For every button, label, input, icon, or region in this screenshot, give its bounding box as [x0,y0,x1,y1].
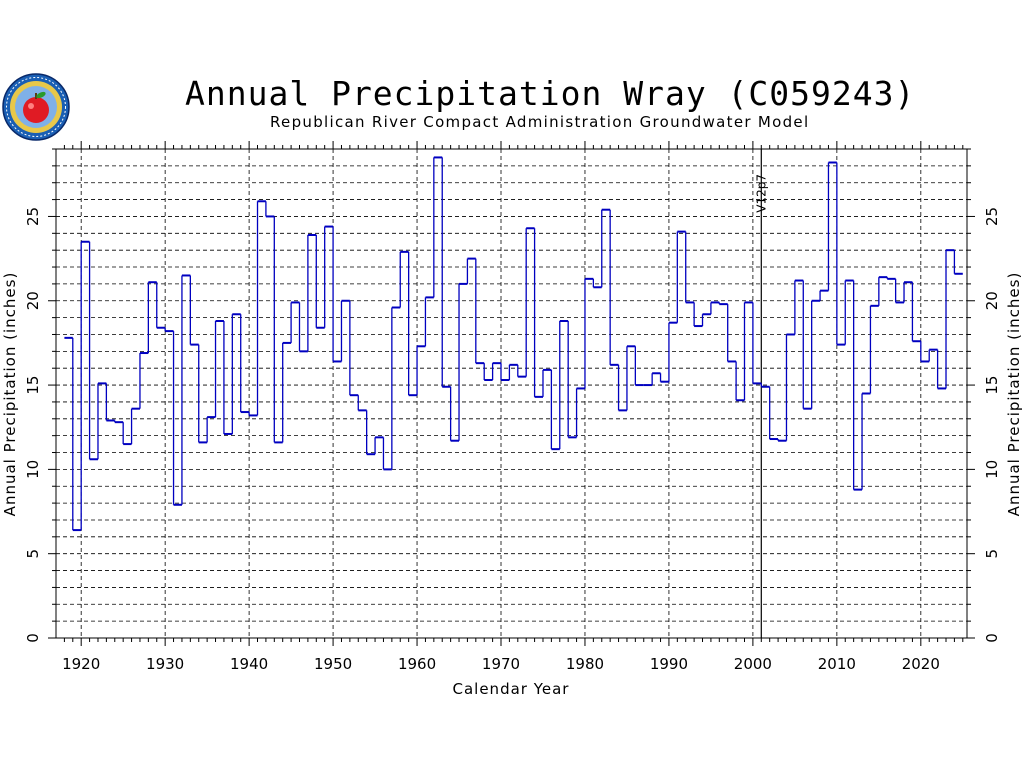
y-tick-label-left: 5 [24,549,42,559]
y-tick-label-left: 25 [24,207,42,226]
y-tick-label-left: 0 [24,633,42,643]
x-tick-label: 1960 [398,655,436,673]
grid-lines [56,149,967,638]
x-tick-labels: 1920 1930 1940 1950 1960 1970 1980 1990 2000 2010… [62,655,940,673]
axis-ticks [48,141,975,646]
x-tick-label: 2020 [902,655,940,673]
agency-seal-logo [2,73,70,141]
y-tick-labels-left: 0 5 10 15 20 25 [24,207,42,643]
x-tick-label: 1930 [146,655,184,673]
chart-subtitle: Republican River Compact Administration … [270,113,810,131]
y-tick-label-left: 10 [24,460,42,479]
y-axis-label-right: Annual Precipitation (inches) [1005,272,1023,517]
version-marker: V12p7 [754,149,768,638]
x-tick-label: 1950 [314,655,352,673]
chart-title: Annual Precipitation Wray (C059243) [185,74,916,113]
y-tick-label-left: 20 [24,291,42,310]
x-tick-label: 1980 [566,655,604,673]
y-tick-label-right: 15 [983,376,1001,395]
x-tick-label: 1990 [650,655,688,673]
y-axis-label-left: Annual Precipitation (inches) [1,272,19,517]
y-tick-label-right: 20 [983,291,1001,310]
x-tick-label: 1940 [230,655,268,673]
y-tick-labels-right: 0 5 10 15 20 25 [983,207,1001,643]
y-tick-label-left: 15 [24,376,42,395]
x-axis-label: Calendar Year [453,680,570,698]
y-tick-label-right: 0 [983,633,1001,643]
y-tick-label-right: 25 [983,207,1001,226]
x-tick-label: 2000 [734,655,772,673]
x-tick-label: 2010 [818,655,856,673]
x-tick-label: 1970 [482,655,520,673]
version-marker-label: V12p7 [754,174,768,213]
y-tick-label-right: 5 [983,549,1001,559]
precipitation-series [64,156,963,532]
plot-frame [55,148,968,639]
x-tick-label: 1920 [62,655,100,673]
plot-border [55,148,968,639]
y-tick-label-right: 10 [983,460,1001,479]
